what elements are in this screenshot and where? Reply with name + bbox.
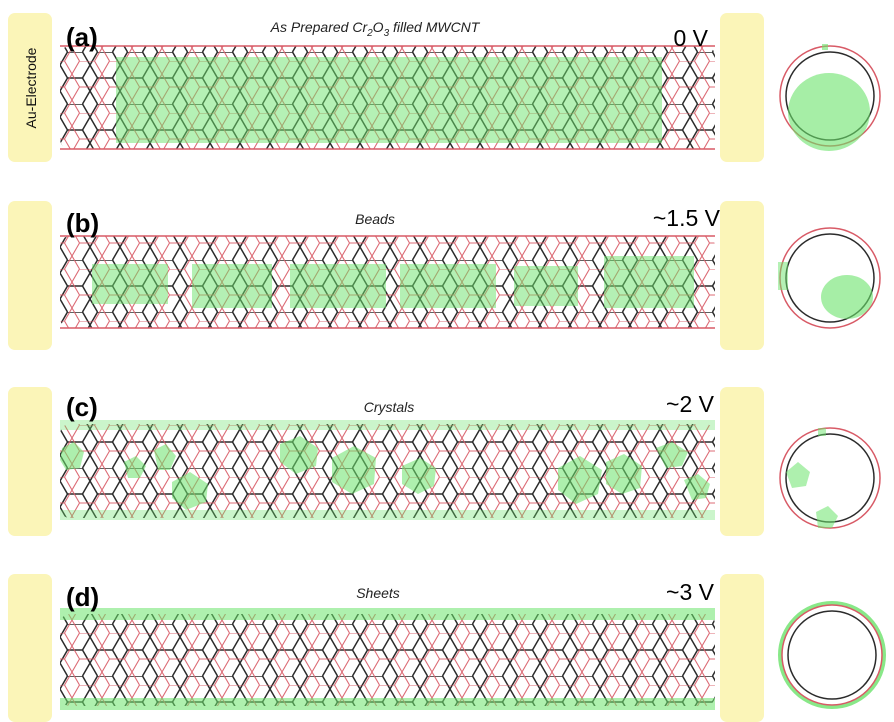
voltage-label: 0 V xyxy=(673,25,708,51)
filling-beads xyxy=(92,256,694,308)
filling-solid-core xyxy=(116,57,662,143)
panel-d: (d) Sheets ~3 V xyxy=(8,574,886,722)
left-electrode xyxy=(8,387,52,536)
left-electrode xyxy=(8,13,52,162)
cross-section xyxy=(778,601,886,709)
voltage-label: ~1.5 V xyxy=(653,205,721,231)
panel-title: As Prepared Cr2O3 filled MWCNT xyxy=(270,19,481,39)
filling-crystals xyxy=(60,436,710,510)
panel-b: (b) Beads ~1.5 V xyxy=(8,201,881,350)
panel-c: (c) Crystals ~2 V xyxy=(8,387,881,536)
panel-title: Crystals xyxy=(364,399,415,415)
panel-letter: (b) xyxy=(66,208,99,238)
voltage-label: ~2 V xyxy=(666,391,715,417)
right-electrode xyxy=(720,387,764,536)
nanotube xyxy=(60,614,715,706)
right-electrode xyxy=(720,13,764,162)
panel-a: Au-Electrode (a) As Prepared Cr2O3 fille… xyxy=(8,13,881,162)
right-electrode xyxy=(720,574,764,722)
nanotube xyxy=(60,420,715,520)
left-electrode xyxy=(8,201,52,350)
filling-sheets xyxy=(60,608,715,710)
right-electrode xyxy=(720,201,764,350)
left-electrode xyxy=(8,574,52,722)
voltage-label: ~3 V xyxy=(666,579,715,605)
panel-letter: (a) xyxy=(66,22,98,52)
electrode-label: Au-Electrode xyxy=(23,47,39,128)
cross-section xyxy=(779,427,881,529)
panel-title: Beads xyxy=(355,211,395,227)
panel-title: Sheets xyxy=(356,585,400,601)
cross-section xyxy=(779,44,881,151)
panel-letter: (c) xyxy=(66,392,98,422)
panel-letter: (d) xyxy=(66,582,99,612)
cross-section xyxy=(778,227,881,329)
